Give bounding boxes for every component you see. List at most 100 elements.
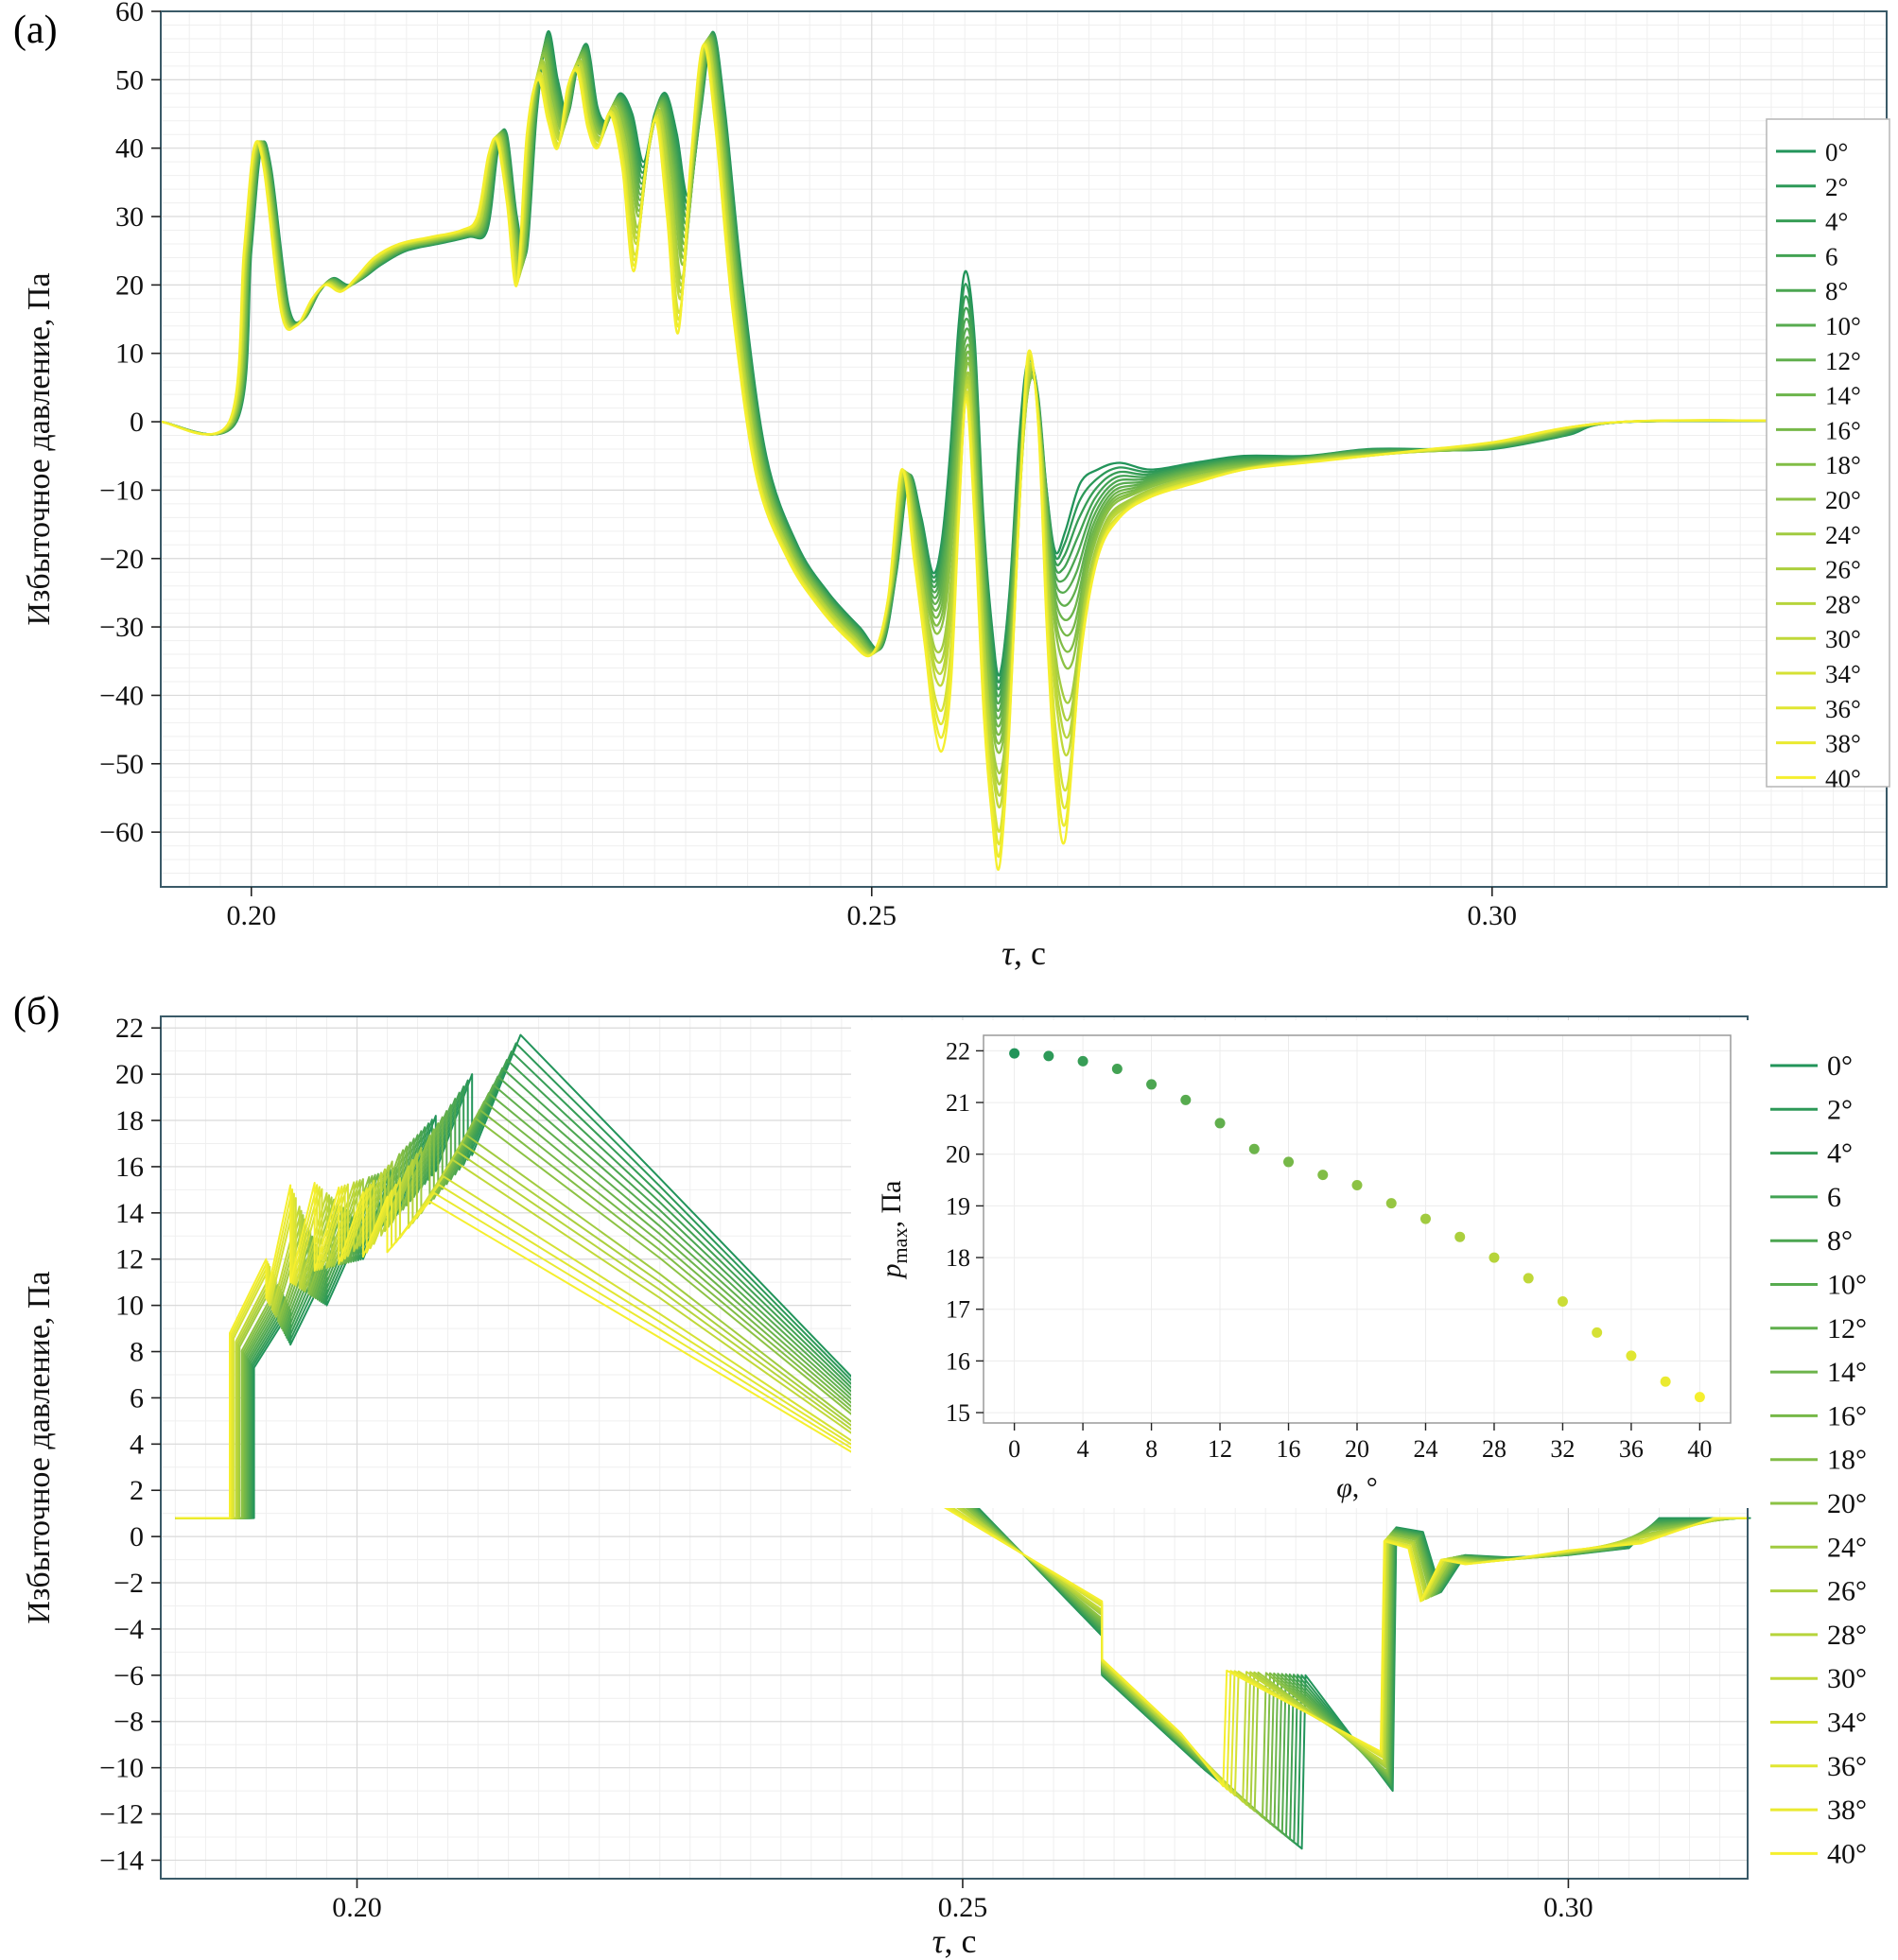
y-tick-label: 22 [115,1013,144,1044]
legend-label: 20° [1825,486,1861,514]
legend-label: 40° [1827,1838,1867,1869]
y-axis-label: Избыточное давление, Па [22,1271,57,1623]
inset-x-tick-label: 12 [1208,1435,1232,1463]
y-tick-label: −12 [99,1799,144,1830]
series-line-12deg [160,34,1888,720]
inset-background [851,1020,1750,1508]
inset-scatter-point [1077,1055,1088,1067]
series-line-4deg [160,31,1888,691]
inset-scatter-point [1626,1350,1637,1362]
legend-label: 14° [1825,382,1861,410]
inset-x-tick-label: 0 [1008,1435,1020,1463]
x-axis-label: τ, с [932,1922,977,1960]
legend-label: 40° [1825,764,1861,792]
inset-scatter-point [1214,1118,1226,1129]
inset-y-axis-label: pmax, Па [876,1181,912,1280]
legend-label: 12° [1827,1313,1867,1344]
y-tick-label: 30 [115,201,144,233]
series-line-40deg [160,43,1888,871]
y-tick-label: 18 [115,1105,144,1136]
legend-label: 28° [1825,590,1861,618]
legend-label: 38° [1827,1795,1867,1826]
y-tick-label: 60 [115,0,144,27]
legend: 0° 2° 4° 6 8° 10° 12° 14° 16° 18° 20° 24° 26° 28° 30° 3… [1766,118,1890,792]
legend-label: 10° [1825,312,1861,340]
x-tick-label: 0.20 [227,900,277,931]
panel-a-chart: 60 50 40 30 20 10 0 −10 −20 −30 −40 −50 −60 0.20 0.25 0… [22,0,1890,972]
legend-label: 38° [1825,730,1861,758]
legend: 0° 2° 4° 6 8° 10° 12° 14° 16° 18° 20° 24° 26° 28° 30° 3… [1770,1050,1867,1869]
legend-label: 16° [1827,1400,1867,1431]
inset-y-tick-label: 22 [946,1037,970,1065]
series-line-20deg [175,1117,1748,1819]
legend-label: 6 [1827,1182,1841,1213]
y-axis-label: Избыточное давление, Па [22,272,57,625]
legend-label: 18° [1825,451,1861,479]
y-tick-label: −10 [99,1753,144,1784]
inset-scatter-point [1317,1170,1329,1181]
legend-label: 24° [1827,1532,1867,1563]
inset-y-tick-label: 15 [946,1399,970,1427]
y-tick-label: −50 [99,749,144,780]
legend-label: 14° [1827,1357,1867,1388]
inset-x-tick-label: 36 [1619,1435,1644,1463]
legend-label: 26° [1825,556,1861,584]
series-line-6deg [160,32,1888,698]
legend-label: 4° [1825,208,1848,236]
y-tick-label: 8 [130,1337,144,1368]
legend-label: 26° [1827,1576,1867,1607]
inset-y-tick-label: 19 [946,1192,970,1220]
inset-scatter-point [1454,1231,1466,1242]
inset-y-tick-label: 16 [946,1347,970,1375]
series-line-2deg [160,31,1888,684]
inset-scatter-point [1248,1143,1260,1154]
legend-frame [1766,118,1890,788]
inset-x-tick-label: 8 [1145,1435,1158,1463]
legend-label: 4° [1827,1138,1853,1170]
y-tick-label: −14 [99,1845,144,1876]
inset-x-axis-label: φ, ° [1336,1472,1378,1503]
series-line-40deg [175,1182,1748,1788]
legend-label: 8° [1825,277,1848,305]
inset-x-tick-label: 24 [1413,1435,1437,1463]
legend-label: 34° [1825,660,1861,688]
legend-label: 30° [1825,625,1861,653]
legend-label: 34° [1827,1708,1867,1739]
y-tick-label: −20 [99,544,144,575]
legend-label: 28° [1827,1620,1867,1651]
legend-label: 36° [1827,1751,1867,1782]
y-tick-label: 0 [130,1521,144,1552]
inset-x-tick-label: 4 [1077,1435,1089,1463]
inset-y-tick-label: 17 [946,1296,970,1324]
inset-scatter-point [1489,1252,1500,1263]
legend-label: 8° [1827,1225,1853,1257]
y-tick-label: −8 [113,1707,144,1738]
y-tick-label: 50 [115,64,144,95]
panel-a-letter: (a) [13,9,58,52]
inset-scatter-point [1592,1327,1603,1338]
inset-scatter-point [1385,1198,1397,1209]
legend-label: 36° [1825,695,1861,723]
y-tick-label: −2 [113,1568,144,1599]
inset-scatter-point [1694,1392,1705,1403]
inset-scatter-point [1180,1094,1192,1105]
legend-label: 0° [1825,138,1848,166]
x-axis-label: τ, с [1001,934,1046,972]
y-tick-label: 10 [115,338,144,370]
inset-x-tick-label: 40 [1687,1435,1712,1463]
y-tick-label: 2 [130,1475,144,1506]
inset-x-tick-label: 20 [1345,1435,1369,1463]
y-tick-label: −4 [113,1614,144,1645]
x-tick-label: 0.20 [332,1892,382,1923]
inset-chart: 22 21 20 19 18 17 16 15 0 4 8 12 16 20 24 28 32 36 40 φ, ° p… [876,1034,1732,1503]
x-tick-label: 0.30 [1468,900,1518,931]
y-tick-label: 20 [115,269,144,301]
x-tick-label: 0.30 [1543,1892,1593,1923]
inset-y-tick-label: 21 [946,1089,970,1117]
series-group [175,1033,1751,1850]
inset-y-tick-label: 18 [946,1244,970,1272]
y-tick-label: 14 [115,1198,144,1229]
inset-scatter-point [1146,1079,1158,1090]
y-tick-label: 20 [115,1059,144,1090]
y-tick-label: 16 [115,1152,144,1183]
